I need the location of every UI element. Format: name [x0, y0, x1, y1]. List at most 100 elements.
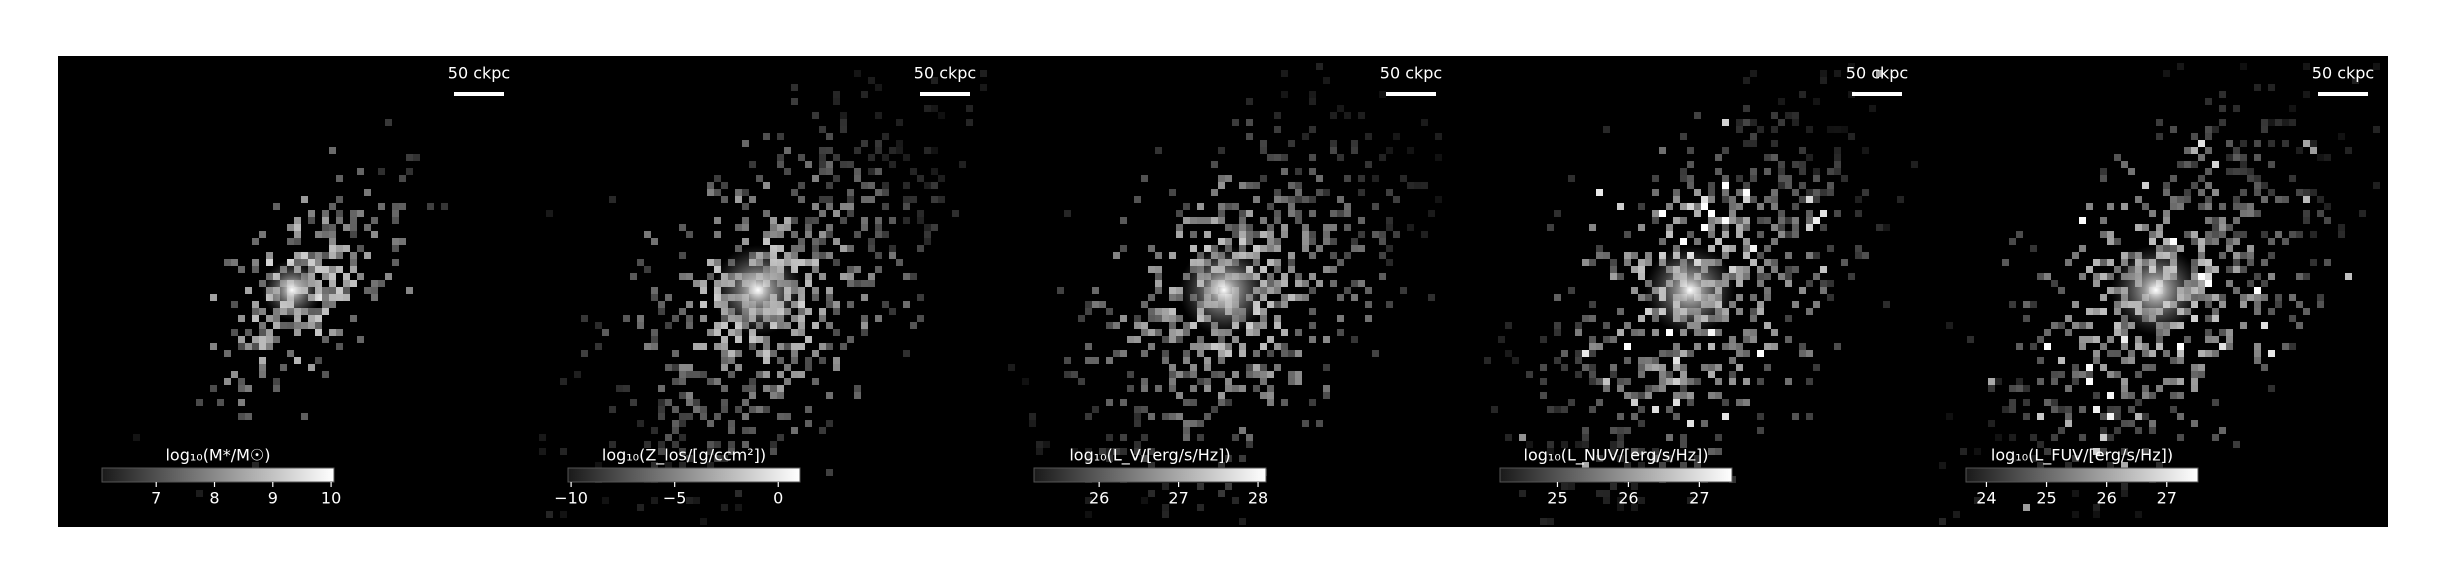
pixel [1617, 434, 1624, 441]
pixel [1351, 238, 1358, 245]
pixel [707, 448, 714, 455]
pixel [1344, 252, 1351, 259]
pixel [2135, 413, 2142, 420]
pixel [1386, 245, 1393, 252]
pixel [833, 301, 840, 308]
pixel [714, 378, 721, 385]
pixel [2065, 406, 2072, 413]
pixel [2107, 371, 2114, 378]
pixel [2051, 434, 2058, 441]
pixel [1281, 280, 1288, 287]
pixel [1316, 63, 1323, 70]
pixel [1127, 371, 1134, 378]
pixel [2261, 231, 2268, 238]
pixel [1302, 245, 1309, 252]
pixel [2023, 385, 2030, 392]
pixel [259, 364, 266, 371]
pixel [658, 448, 665, 455]
pixel [707, 378, 714, 385]
pixel [1750, 245, 1757, 252]
pixel [658, 413, 665, 420]
pixel [2037, 441, 2044, 448]
pixel [2023, 399, 2030, 406]
pixel [2219, 119, 2226, 126]
pixel [1288, 259, 1295, 266]
pixel [2121, 385, 2128, 392]
pixel [329, 280, 336, 287]
pixel [1204, 343, 1211, 350]
pixel [1820, 266, 1827, 273]
pixel [1610, 364, 1617, 371]
pixel [1085, 455, 1092, 462]
pixel [1099, 301, 1106, 308]
pixel [1162, 511, 1169, 518]
pixel [1197, 378, 1204, 385]
pixel [1596, 399, 1603, 406]
pixel [1092, 301, 1099, 308]
pixel [1722, 413, 1729, 420]
pixel [763, 350, 770, 357]
pixel [1610, 427, 1617, 434]
pixel [371, 287, 378, 294]
pixel [1183, 329, 1190, 336]
pixel [2072, 301, 2079, 308]
pixel [798, 329, 805, 336]
pixel [1120, 217, 1127, 224]
pixel [1288, 203, 1295, 210]
pixel [2226, 266, 2233, 273]
pixel [791, 245, 798, 252]
pixel [1638, 392, 1645, 399]
pixel [231, 259, 238, 266]
pixel [322, 231, 329, 238]
pixel [1687, 420, 1694, 427]
pixel [1302, 280, 1309, 287]
pixel [1827, 294, 1834, 301]
pixel [882, 203, 889, 210]
pixel [1603, 490, 1610, 497]
pixel [1253, 350, 1260, 357]
pixel [2142, 392, 2149, 399]
pixel [1162, 357, 1169, 364]
pixel [1183, 357, 1190, 364]
pixel [1281, 399, 1288, 406]
pixel [1575, 441, 1582, 448]
pixel [2254, 140, 2261, 147]
pixel [1785, 175, 1792, 182]
pixel [805, 336, 812, 343]
pixel [2149, 364, 2156, 371]
pixel [931, 182, 938, 189]
pixel [819, 273, 826, 280]
pixel [868, 273, 875, 280]
pixel [350, 224, 357, 231]
pixel [1750, 70, 1757, 77]
pixel [1141, 322, 1148, 329]
pixel [1113, 350, 1120, 357]
pixel [910, 168, 917, 175]
pixel [2072, 371, 2079, 378]
pixel [1708, 392, 1715, 399]
pixel [2212, 238, 2219, 245]
pixel [1309, 399, 1316, 406]
pixel [2177, 392, 2184, 399]
colorbar-tick-label: −10 [554, 489, 588, 508]
pixel [2177, 378, 2184, 385]
pixel [1743, 119, 1750, 126]
pixel [2219, 427, 2226, 434]
pixel [2009, 434, 2016, 441]
pixel [1141, 497, 1148, 504]
pixel [1652, 217, 1659, 224]
pixel [749, 378, 756, 385]
pixel [1624, 427, 1631, 434]
pixel [1673, 350, 1680, 357]
pixel [812, 350, 819, 357]
pixel [2100, 259, 2107, 266]
pixel [1246, 371, 1253, 378]
pixel [700, 343, 707, 350]
pixel [805, 259, 812, 266]
pixel [1260, 245, 1267, 252]
pixel [294, 238, 301, 245]
pixel [2268, 189, 2275, 196]
pixel [2240, 140, 2247, 147]
pixel [707, 329, 714, 336]
colorbar [567, 467, 801, 483]
